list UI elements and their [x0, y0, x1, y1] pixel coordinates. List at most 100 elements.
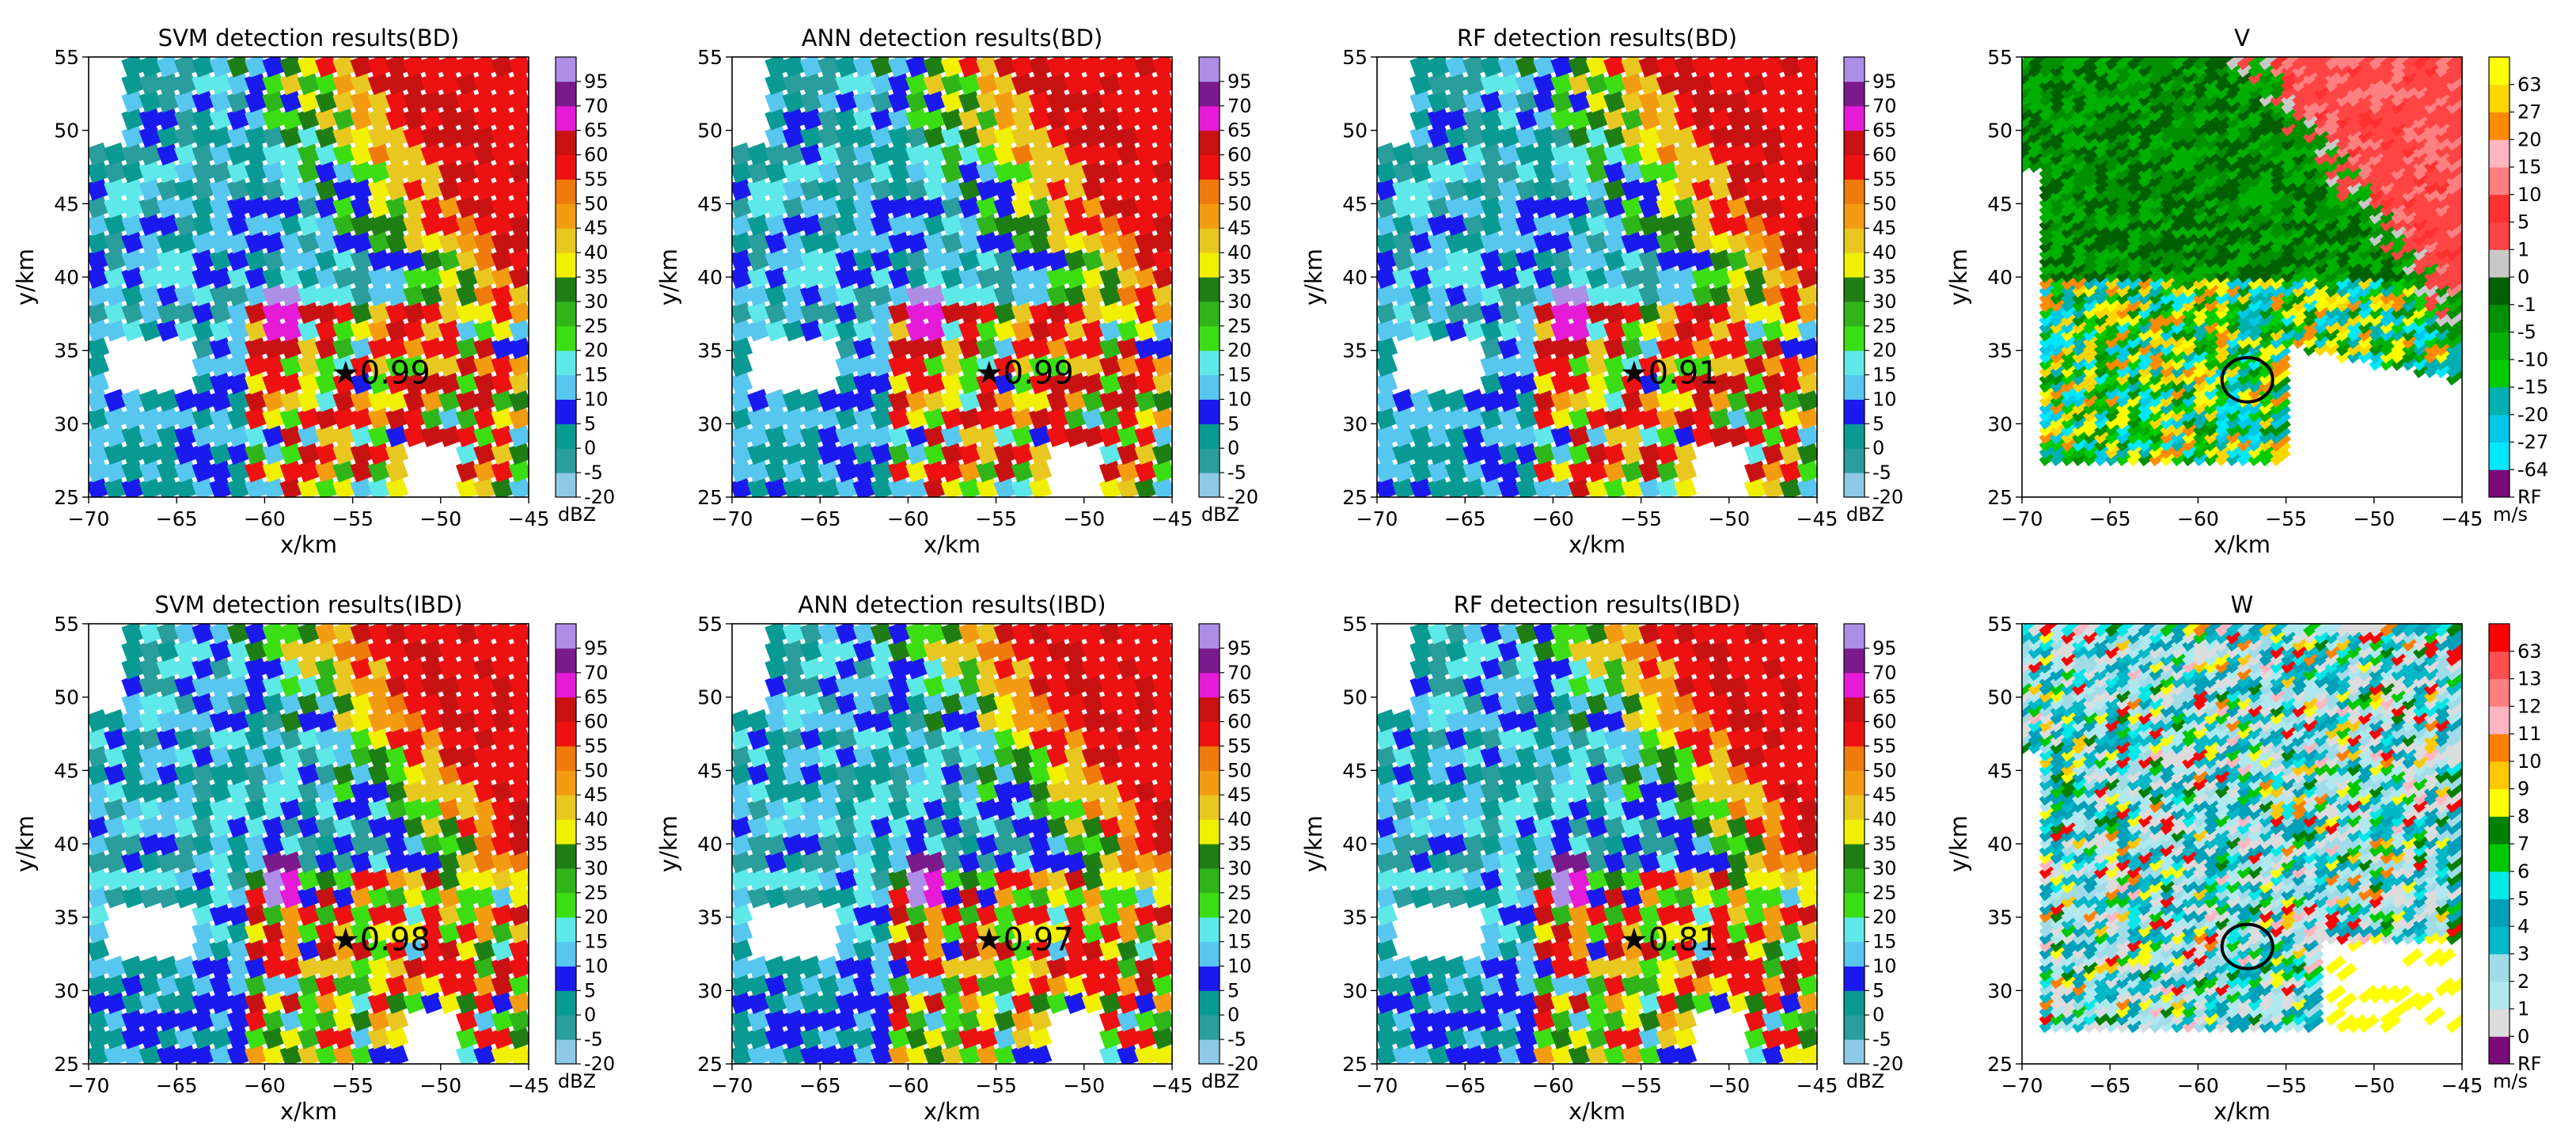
heatmap-cell: [2445, 57, 2462, 70]
heatmap-cell: [209, 248, 233, 272]
heatmap-cell: [385, 1043, 409, 1064]
heatmap-cell: [905, 779, 929, 803]
heatmap-cell: [332, 459, 356, 483]
heatmap-cell: [1046, 124, 1070, 148]
heatmap-cell: [1603, 160, 1627, 184]
y-axis-label: y/km: [655, 249, 682, 306]
heatmap-cell: [138, 973, 162, 997]
heatmap-cell: [174, 1043, 198, 1064]
colorbar-swatch: [1199, 105, 1220, 131]
heatmap-cell: [1533, 89, 1557, 113]
heatmap-cell: [403, 815, 427, 838]
colorbar-swatch: [556, 423, 576, 449]
heatmap-cell: [1779, 71, 1803, 96]
heatmap-cell: [192, 441, 215, 465]
heatmap-cell: [1377, 336, 1398, 359]
x-axis-label: x/km: [1569, 531, 1626, 558]
heatmap-cell: [870, 406, 894, 430]
colorbar-label: 35: [584, 833, 609, 855]
heatmap-cell: [297, 797, 321, 821]
heatmap-cell: [1621, 441, 1645, 465]
heatmap-cell: [245, 124, 268, 148]
heatmap-cell: [818, 477, 841, 497]
heatmap-cell: [1392, 477, 1416, 497]
heatmap-cell: [764, 744, 788, 768]
panel-title: ANN detection results(BD): [802, 25, 1103, 51]
heatmap-cell: [782, 1008, 806, 1032]
heatmap-cell: [888, 691, 912, 715]
colorbar-label: -5: [1227, 461, 1246, 484]
heatmap-cell: [403, 990, 427, 1014]
heatmap-cell: [1392, 195, 1416, 218]
heatmap-cell: [852, 57, 876, 78]
heatmap-cell: [1621, 283, 1645, 307]
heatmap-cell: [1480, 370, 1504, 395]
heatmap-cell: [2358, 57, 2380, 70]
heatmap-field: [1377, 57, 1817, 497]
colorbar-swatch: [1844, 203, 1865, 229]
heatmap-cell: [491, 441, 514, 465]
heatmap-cell: [367, 955, 391, 979]
heatmap-cell: [1550, 318, 1574, 342]
heatmap-cell: [1743, 353, 1768, 378]
colorbar-swatch: [2489, 469, 2510, 498]
heatmap-cell: [367, 937, 391, 962]
heatmap-cell: [297, 727, 321, 750]
heatmap-cell: [1444, 389, 1469, 412]
heatmap-cell: [1691, 353, 1715, 378]
heatmap-cell: [1656, 57, 1679, 78]
heatmap-cell: [732, 406, 753, 430]
heatmap-cell: [1480, 423, 1504, 447]
heatmap-cell: [764, 124, 788, 148]
heatmap-cell: [420, 656, 444, 680]
heatmap-cell: [192, 248, 215, 272]
heatmap-cell: [508, 674, 529, 697]
heatmap-cell: [1621, 195, 1645, 218]
heatmap-cell: [1673, 195, 1698, 218]
heatmap-cell: [870, 656, 894, 680]
heatmap-cell: [174, 406, 198, 430]
heatmap-cell: [2050, 57, 2071, 70]
heatmap-cell: [852, 1026, 876, 1050]
heatmap-cell: [473, 107, 497, 131]
heatmap-cell: [138, 160, 162, 184]
x-tick-label: −60: [244, 1074, 286, 1097]
heatmap-cell: [508, 797, 529, 821]
heatmap-cell: [209, 441, 233, 465]
heatmap-cell: [1028, 177, 1053, 201]
heatmap-cell: [314, 89, 339, 113]
heatmap-cell: [226, 124, 251, 148]
heatmap-cell: [958, 336, 982, 359]
heatmap-cell: [1515, 89, 1539, 113]
heatmap-cell: [420, 885, 444, 909]
colorbar-swatch: [556, 57, 576, 82]
heatmap-cell: [1028, 336, 1053, 359]
heatmap-cell: [1409, 177, 1433, 201]
heatmap-cell: [473, 1026, 497, 1050]
colorbar-label: -5: [2517, 321, 2536, 344]
heatmap-cell: [226, 283, 251, 307]
heatmap-cell: [1011, 71, 1034, 96]
heatmap-cell: [245, 973, 268, 997]
heatmap-cell: [89, 955, 110, 979]
heatmap-cell: [1515, 423, 1539, 447]
heatmap-cell: [1533, 336, 1557, 359]
heatmap-cell: [89, 142, 110, 166]
heatmap-cell: [1081, 124, 1105, 148]
heatmap-cell: [2270, 439, 2291, 459]
heatmap-cell: [888, 336, 912, 359]
heatmap-cell: [1673, 370, 1698, 395]
heatmap-cell: [104, 762, 127, 785]
heatmap-cell: [1081, 248, 1105, 272]
heatmap-cell: [1463, 283, 1486, 307]
heatmap-cell: [1585, 406, 1610, 430]
heatmap-cell: [1603, 389, 1627, 412]
heatmap-cell: [799, 815, 824, 838]
heatmap-cell: [835, 815, 859, 838]
heatmap-cell: [1377, 318, 1398, 342]
heatmap-cell: [1064, 230, 1087, 254]
heatmap-cell: [473, 832, 497, 856]
heatmap-cell: [1151, 195, 1172, 218]
heatmap-cell: [958, 441, 982, 465]
